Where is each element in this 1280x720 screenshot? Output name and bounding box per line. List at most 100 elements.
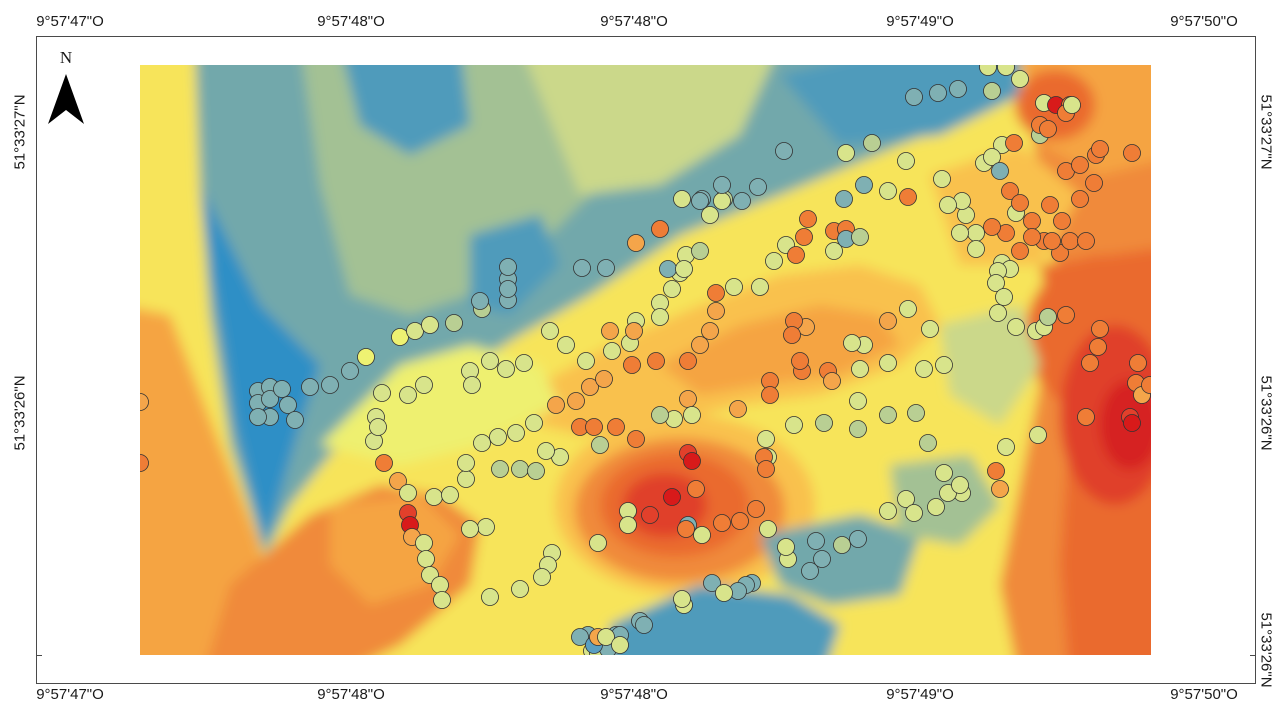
sample-point: [879, 312, 897, 330]
sample-point: [691, 192, 709, 210]
sample-point: [691, 242, 709, 260]
sample-point: [851, 228, 869, 246]
sample-point: [1123, 144, 1141, 162]
sample-point: [995, 288, 1013, 306]
sample-point: [801, 562, 819, 580]
lat-label-left-2: 51°33'26"N: [11, 375, 29, 451]
sample-point: [849, 530, 867, 548]
sample-point: [707, 302, 725, 320]
sample-point: [729, 400, 747, 418]
sample-point: [273, 380, 291, 398]
sample-point: [663, 488, 681, 506]
sample-point: [897, 152, 915, 170]
sample-point: [795, 228, 813, 246]
lon-label-bottom-1: 9°57'47"O: [36, 686, 104, 703]
sample-point: [825, 242, 843, 260]
sample-point: [611, 636, 629, 654]
sample-point: [1057, 306, 1075, 324]
sample-point: [879, 406, 897, 424]
sample-point: [471, 292, 489, 310]
sample-point: [515, 354, 533, 372]
lon-label-bottom-5: 9°57'50"O: [1170, 686, 1238, 703]
sample-point: [813, 550, 831, 568]
sample-point: [663, 280, 681, 298]
sample-point: [481, 588, 499, 606]
sample-point: [321, 376, 339, 394]
sample-point: [807, 532, 825, 550]
sample-point: [863, 134, 881, 152]
sample-point: [406, 322, 424, 340]
sample-point: [757, 430, 775, 448]
sample-point: [571, 628, 589, 646]
sample-point: [691, 336, 709, 354]
sample-point: [651, 406, 669, 424]
sample-point: [725, 278, 743, 296]
sample-point: [673, 590, 691, 608]
sample-point: [1061, 232, 1079, 250]
sample-point: [787, 246, 805, 264]
sample-point: [783, 326, 801, 344]
sample-point: [489, 428, 507, 446]
sample-point: [879, 502, 897, 520]
sample-point: [733, 192, 751, 210]
north-arrow: N: [44, 48, 88, 128]
sample-point: [673, 190, 691, 208]
sample-point: [457, 454, 475, 472]
sample-point: [921, 320, 939, 338]
sample-point: [983, 218, 1001, 236]
sample-point: [879, 182, 897, 200]
sample-point: [1141, 376, 1151, 394]
sample-point: [651, 308, 669, 326]
sample-point: [679, 352, 697, 370]
sample-point: [679, 390, 697, 408]
sample-point: [557, 336, 575, 354]
sample-point: [357, 348, 375, 366]
sample-point: [425, 488, 443, 506]
sample-point: [477, 518, 495, 536]
sample-point: [140, 454, 149, 472]
sample-point: [399, 484, 417, 502]
sample-point: [1091, 320, 1109, 338]
sample-point: [991, 162, 1009, 180]
sample-point: [1053, 212, 1071, 230]
sample-point: [997, 438, 1015, 456]
sample-point: [1039, 308, 1057, 326]
sample-point: [417, 550, 435, 568]
sample-point: [391, 328, 409, 346]
sample-point: [791, 352, 809, 370]
sample-point: [935, 464, 953, 482]
sample-point: [747, 500, 765, 518]
north-label: N: [59, 48, 73, 67]
sample-point: [473, 434, 491, 452]
sample-point: [823, 372, 841, 390]
sample-point: [373, 384, 391, 402]
sample-point: [601, 322, 619, 340]
interpolated-raster-map[interactable]: [140, 65, 1151, 655]
sample-point: [1011, 242, 1029, 260]
sample-point: [286, 411, 304, 429]
sample-point: [967, 240, 985, 258]
frame-tick: [36, 655, 42, 656]
sample-point: [1129, 354, 1147, 372]
sample-point: [1041, 196, 1059, 214]
sample-point: [707, 284, 725, 302]
sample-point: [581, 378, 599, 396]
north-arrow-icon: [48, 74, 84, 124]
sample-point: [463, 376, 481, 394]
sample-point: [677, 520, 695, 538]
sample-point: [715, 584, 733, 602]
sample-point: [1007, 318, 1025, 336]
sample-point: [140, 393, 149, 411]
sample-point: [491, 460, 509, 478]
sample-point: [693, 526, 711, 544]
sample-point: [833, 536, 851, 554]
sample-point: [979, 65, 997, 76]
sample-point: [777, 538, 795, 556]
sample-point: [625, 322, 643, 340]
sample-point: [687, 480, 705, 498]
sample-point: [481, 352, 499, 370]
sample-point: [1023, 228, 1041, 246]
sample-point: [1011, 70, 1029, 88]
sample-point: [1091, 140, 1109, 158]
lon-label-top-5: 9°57'50"O: [1170, 13, 1238, 30]
